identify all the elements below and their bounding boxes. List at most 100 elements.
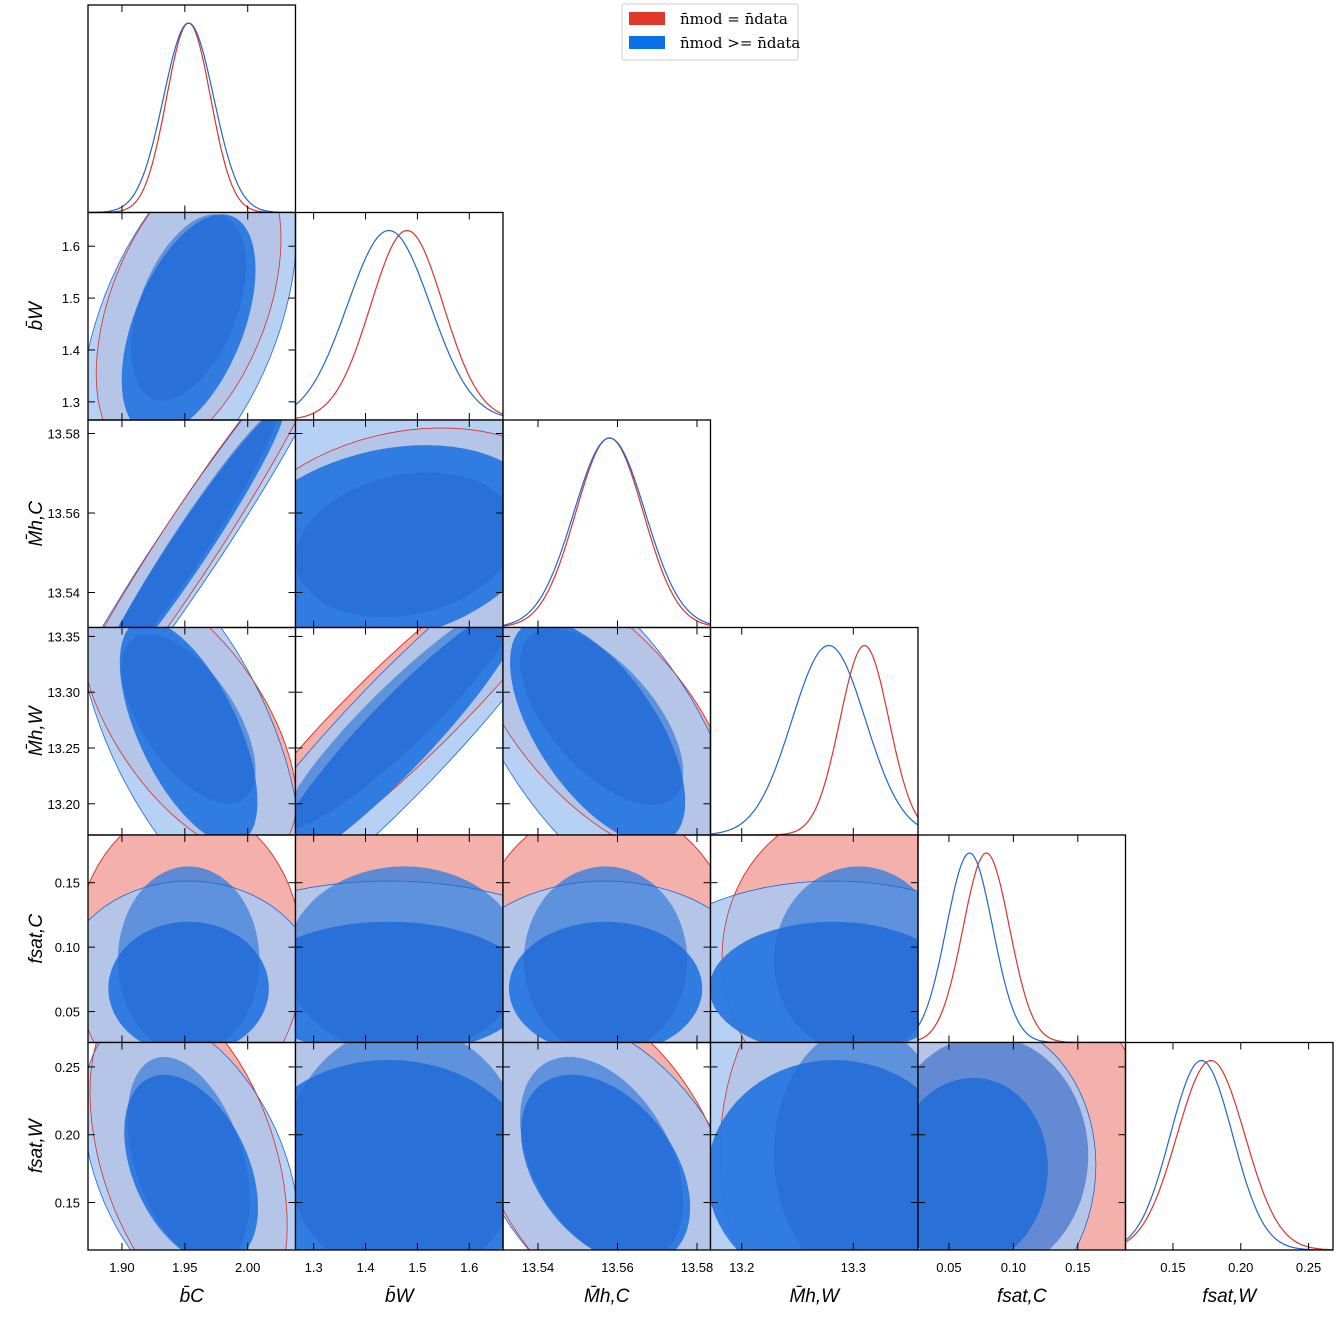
contour-overlap-inner	[523, 866, 688, 1043]
x-axis-label-bW: b̄W	[385, 1286, 416, 1307]
y-tick-label: 0.15	[55, 876, 80, 891]
y-tick-label: 0.25	[55, 1060, 80, 1075]
y-tick-label: 13.20	[47, 797, 80, 812]
x-tick-label: 13.58	[681, 1260, 714, 1275]
legend-swatch-blue	[629, 36, 665, 49]
panel-fsC-fsW: 0.05 0.10 0.15	[917, 1041, 1127, 1275]
panel-content	[918, 852, 1126, 1043]
panel-content	[88, 1042, 296, 1250]
contour-red-outline	[95, 212, 282, 420]
panel-bW-fsW: 1.3 1.4 1.5 1.6	[294, 1041, 504, 1275]
contour-overlap-inner	[295, 627, 503, 829]
y-tick-label: 1.3	[62, 395, 80, 410]
y-axis-label-fsC: fsat,C	[26, 914, 47, 964]
marginal-blue-bW	[295, 229, 503, 417]
panel-content	[1125, 1059, 1333, 1250]
x-axis-label-MhC: M̄h,C	[584, 1286, 630, 1307]
y-axis-label-MhC: M̄h,C	[26, 501, 47, 547]
panel-bW-MhC	[294, 419, 504, 629]
panel-MhW-fsW: 13.2 13.3	[709, 1041, 919, 1275]
contour-overlap-inner	[118, 420, 277, 628]
y-tick-label: 1.4	[62, 343, 80, 358]
contour-overlap-inner	[117, 866, 260, 1043]
panel-frame	[87, 4, 297, 214]
y-tick-label: 0.15	[55, 1196, 80, 1211]
marginal-red-MhW	[710, 644, 918, 835]
marginal-red-fsC	[918, 852, 1126, 1043]
panel-MhC-MhW	[502, 626, 712, 836]
x-axis-label-MhW: M̄h,W	[789, 1286, 841, 1307]
y-tick-label: 0.20	[55, 1128, 80, 1143]
contour-overlap-inner	[774, 866, 918, 1043]
contour-overlap-inner	[127, 1056, 250, 1250]
panel-bC-bW: 1.3 1.4 1.5 1.6	[62, 211, 297, 421]
panel-bC-bC	[87, 4, 297, 214]
panel-content	[503, 835, 711, 1043]
contour-red-outline	[295, 627, 503, 835]
panel-content	[295, 835, 503, 1043]
y-tick-label: 13.54	[47, 586, 80, 601]
panel-content	[710, 1042, 918, 1250]
y-axis-label-MhW: M̄h,W	[26, 704, 47, 756]
contour-red-outline	[503, 627, 711, 835]
x-axis-label-bC: b̄C	[180, 1286, 205, 1307]
panel-bW-MhW	[294, 626, 504, 836]
panel-bC-fsC: 0.05 0.10 0.15	[55, 834, 297, 1044]
plot-panels: 1.31.41.51.613.5413.5613.5813.2013.2513.…	[26, 4, 1334, 1307]
x-tick-label: 0.10	[1001, 1260, 1026, 1275]
x-axis-label-fsC: fsat,C	[997, 1286, 1047, 1307]
marginal-red-bC	[88, 22, 296, 213]
panel-bW-fsC	[294, 834, 504, 1044]
panel-MhC-MhC	[502, 419, 712, 629]
y-tick-label: 1.5	[62, 291, 80, 306]
x-tick-label: 1.3	[305, 1260, 323, 1275]
panel-frame	[294, 211, 504, 421]
panel-content	[503, 437, 711, 627]
y-tick-label: 13.25	[47, 741, 80, 756]
marginal-blue-MhC	[503, 437, 711, 626]
x-tick-label: 0.15	[1160, 1260, 1185, 1275]
x-tick-label: 1.6	[460, 1260, 478, 1275]
x-axis-label-fsW: fsat,W	[1202, 1286, 1258, 1307]
y-axis-label-fsW: fsat,W	[26, 1117, 47, 1173]
x-tick-label: 1.4	[356, 1260, 374, 1275]
contour-overlap-inner	[295, 472, 503, 618]
x-tick-label: 0.15	[1065, 1260, 1090, 1275]
panel-content	[88, 835, 296, 1043]
legend-label-red: n̄mod = n̄data	[680, 10, 788, 28]
contour-overlap-inner	[121, 634, 256, 804]
x-tick-label: 1.95	[172, 1260, 197, 1275]
contour-overlap-inner	[918, 1042, 1089, 1250]
panel-content	[503, 1042, 711, 1250]
contour-red-outline	[89, 1042, 288, 1250]
y-tick-label: 1.6	[62, 239, 80, 254]
x-tick-label: 13.54	[522, 1260, 555, 1275]
panel-bC-MhC: 13.54 13.56 13.58	[47, 419, 297, 629]
panel-MhW-MhW	[709, 626, 919, 836]
panel-frame	[917, 834, 1127, 1044]
panel-bC-MhW: 13.20 13.25 13.30 13.35	[47, 626, 297, 836]
x-tick-label: 1.5	[408, 1260, 426, 1275]
x-tick-label: 0.05	[936, 1260, 961, 1275]
contour-overlap-inner	[520, 628, 684, 805]
y-tick-label: 13.30	[47, 685, 80, 700]
panel-MhW-fsC	[709, 834, 919, 1044]
panel-content	[101, 420, 296, 628]
marginal-red-fsW	[1125, 1059, 1333, 1250]
contour-red-outline	[295, 427, 503, 471]
panel-fsC-fsC	[917, 834, 1127, 1044]
panel-content	[710, 644, 918, 835]
legend: n̄mod = n̄data n̄mod >= n̄data	[621, 3, 800, 61]
legend-swatch-red	[629, 12, 665, 25]
panel-bC-fsW: 1.90 1.95 2.00 0.15 0.20 0.25	[55, 1041, 297, 1275]
y-tick-label: 13.35	[47, 629, 80, 644]
contour-red-outline	[103, 420, 296, 628]
x-tick-label: 0.20	[1228, 1260, 1253, 1275]
contour-overlap-inner	[520, 1056, 684, 1250]
contour-overlap-inner	[131, 214, 246, 401]
panel-content	[710, 835, 918, 1043]
legend-frame	[621, 3, 799, 61]
y-tick-label: 0.05	[55, 1005, 80, 1020]
marginal-red-bW	[295, 230, 503, 419]
